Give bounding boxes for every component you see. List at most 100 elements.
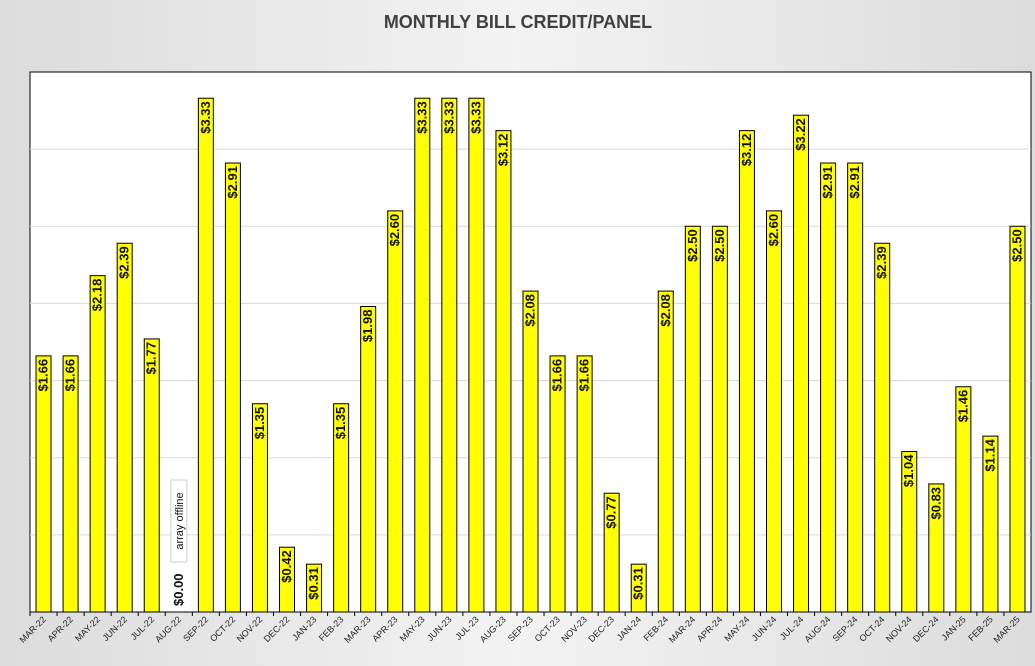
bar xyxy=(522,290,539,613)
data-label: $3.12 xyxy=(739,134,754,167)
bar xyxy=(197,97,214,613)
x-tick-label: JAN-23 xyxy=(290,614,318,642)
x-tick-label: MAR-25 xyxy=(991,614,1021,644)
x-tick-label: DEC-24 xyxy=(911,614,941,644)
data-label: $1.46 xyxy=(955,390,970,423)
data-label: $2.60 xyxy=(387,214,402,247)
bar xyxy=(279,546,296,613)
bar xyxy=(89,275,106,613)
bar xyxy=(414,97,431,613)
bar xyxy=(684,225,701,613)
x-tick-label: DEC-23 xyxy=(586,614,616,644)
data-label: $1.35 xyxy=(252,407,267,440)
bar xyxy=(901,451,918,613)
x-tick-label: JAN-24 xyxy=(615,614,643,642)
x-tick-label: MAY-24 xyxy=(722,614,751,643)
data-labels: $1.66 $1.66 $2.18 $2.39 $1.77 $0.00 $3.33 $2.91… xyxy=(36,101,1025,606)
data-label: $2.91 xyxy=(225,166,240,199)
x-tick-label: NOV-22 xyxy=(235,614,265,644)
data-label: $2.18 xyxy=(90,279,105,312)
x-tick-label: MAR-22 xyxy=(18,614,48,644)
gridlines xyxy=(30,148,1031,536)
bar xyxy=(820,162,837,613)
x-tick-label: AUG-23 xyxy=(478,614,508,644)
x-tick-label: APR-24 xyxy=(695,614,724,643)
bar xyxy=(306,563,323,613)
data-label: $1.66 xyxy=(577,359,592,392)
bar xyxy=(711,225,728,613)
x-tick-label: NOV-23 xyxy=(559,614,589,644)
data-label: $1.66 xyxy=(550,359,565,392)
bar xyxy=(765,210,782,613)
bar xyxy=(955,386,972,613)
bar xyxy=(251,403,268,613)
x-tick-label: SEP-23 xyxy=(506,614,535,643)
x-tick-label: MAY-23 xyxy=(398,614,427,643)
chart-title: MONTHLY BILL CREDIT/PANEL xyxy=(384,12,652,32)
data-label: $3.22 xyxy=(793,118,808,151)
bar xyxy=(657,290,674,613)
x-tick-label: JAN-25 xyxy=(939,614,967,642)
x-tick-label: FEB-25 xyxy=(966,614,995,643)
annotation-box xyxy=(170,479,188,563)
data-label: $1.66 xyxy=(63,359,78,392)
bar xyxy=(224,162,241,613)
bar xyxy=(35,355,52,613)
x-tick-label: JUN-24 xyxy=(750,614,779,643)
data-label: $3.33 xyxy=(414,101,429,134)
bar xyxy=(928,483,945,613)
data-label: $1.14 xyxy=(982,438,997,471)
data-label: $1.35 xyxy=(333,407,348,440)
bar xyxy=(738,130,755,613)
x-tick-label: SEP-24 xyxy=(831,614,860,643)
bar xyxy=(468,97,485,613)
x-tick-label: DEC-22 xyxy=(262,614,292,644)
x-tick-label: JUN-22 xyxy=(100,614,129,643)
x-tick-label: MAR-23 xyxy=(342,614,372,644)
bars xyxy=(35,97,1026,613)
data-label: $0.31 xyxy=(631,567,646,600)
data-label: $0.42 xyxy=(279,550,294,583)
data-label: $2.39 xyxy=(874,246,889,279)
bar xyxy=(333,403,350,613)
x-tick-label: OCT-23 xyxy=(533,614,562,643)
bar xyxy=(495,130,512,613)
bar xyxy=(549,355,566,613)
data-label: $1.77 xyxy=(144,342,159,375)
data-label: $0.83 xyxy=(928,487,943,520)
x-tick-label: FEB-24 xyxy=(642,614,671,643)
x-tick-label: NOV-24 xyxy=(884,614,914,644)
data-label: $2.50 xyxy=(712,229,727,262)
bar xyxy=(116,242,133,613)
x-tick-label: JUL-24 xyxy=(778,614,806,642)
bar xyxy=(847,162,864,613)
bar xyxy=(874,242,891,613)
x-tick-label: JUN-23 xyxy=(425,614,454,643)
data-label: $3.33 xyxy=(198,101,213,134)
x-tick-label: AUG-24 xyxy=(802,614,832,644)
data-label: $0.31 xyxy=(306,567,321,600)
data-label: $1.04 xyxy=(901,454,916,487)
data-label: $2.50 xyxy=(1009,229,1024,262)
annotation-text: array offline xyxy=(174,492,186,549)
x-tick-label: MAR-24 xyxy=(667,614,697,644)
bar xyxy=(143,338,160,613)
data-label: $3.33 xyxy=(468,101,483,134)
bar xyxy=(603,492,620,613)
bar xyxy=(982,435,999,613)
x-tick-label: APR-22 xyxy=(46,614,75,643)
data-label: $0.77 xyxy=(604,496,619,529)
bar xyxy=(387,210,404,613)
x-tick-label: FEB-23 xyxy=(317,614,346,643)
data-label: $1.98 xyxy=(360,310,375,343)
data-label: $1.66 xyxy=(36,359,51,392)
bar xyxy=(630,563,647,613)
x-tick-label: OCT-24 xyxy=(857,614,886,643)
x-tick-label: MAY-22 xyxy=(73,614,102,643)
data-label: $2.91 xyxy=(847,166,862,199)
data-label: $2.91 xyxy=(820,166,835,199)
x-tick-label: APR-23 xyxy=(370,614,399,643)
data-label: $2.08 xyxy=(658,294,673,327)
